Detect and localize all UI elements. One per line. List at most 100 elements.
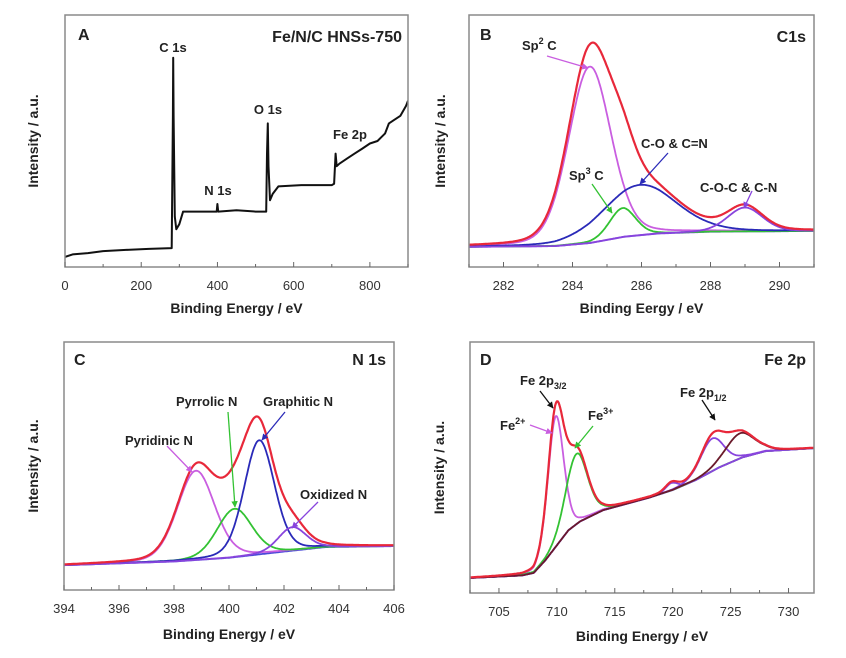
plot-area xyxy=(470,400,814,579)
panel-letter: C xyxy=(74,352,86,369)
plot-area xyxy=(469,41,814,248)
annotation-arrow xyxy=(743,190,753,209)
x-tick-label: 394 xyxy=(53,601,75,616)
y-axis-label: Intensity / a.u. xyxy=(25,94,41,187)
panel-d: 705 710 715 720 725 730 Binding Energy / eV Int… xyxy=(431,341,815,644)
group-label-sub: 3/2 xyxy=(554,381,567,391)
x-tick-label: 402 xyxy=(273,601,295,616)
x-tick-label: 404 xyxy=(328,601,350,616)
peak-label-pyrrolic-n-text: Pyrrolic N xyxy=(176,394,237,409)
x-tick-label: 705 xyxy=(488,604,510,619)
peak-label-pyridinic-n-text: Pyridinic N xyxy=(125,433,193,448)
x-tick-label: 288 xyxy=(700,278,722,293)
x-tick-label: 286 xyxy=(631,278,653,293)
component-line-fe3- xyxy=(470,447,814,579)
annotation-arrow xyxy=(166,445,193,473)
peak-label-sp2-c-sup: 2 xyxy=(539,36,544,46)
panel-title: N 1s xyxy=(352,352,386,369)
plot-frame xyxy=(63,341,395,591)
peak-label-sp3-c: Sp3 C xyxy=(569,166,604,183)
panel-letter: D xyxy=(480,352,492,369)
peak-label-graphitic-n: Graphitic N xyxy=(263,394,333,409)
peak-label-fe2--text: Fe xyxy=(500,418,515,433)
peak-label-fe2--sup: 2+ xyxy=(515,416,525,426)
x-tick-label: 0 xyxy=(61,278,68,293)
plot-area xyxy=(65,56,408,258)
peak-label-fe2-: Fe2+ xyxy=(500,416,525,433)
peak-annotation: C 1s xyxy=(159,40,186,55)
panel-c: 394 396 398 400 402 404 406 Binding Energy / eV… xyxy=(25,341,405,642)
x-tick-label: 600 xyxy=(283,278,305,293)
group-label: Fe 2p1/2 xyxy=(680,385,726,403)
annotation-arrow xyxy=(261,411,286,441)
peak-label-c-o-c-c-n-text: C-O-C & C-N xyxy=(700,180,777,195)
group-label-sub: 1/2 xyxy=(714,393,727,403)
peak-label-oxidized-n-text: Oxidized N xyxy=(300,487,367,502)
envelope-line xyxy=(470,400,814,579)
annotation-arrow xyxy=(539,390,554,409)
annotation-arrow xyxy=(546,55,589,70)
peak-label-c-o-c-n: C-O & C=N xyxy=(641,136,708,151)
panel-b: 282 284 286 288 290 Binding Eergy / eV Intensi… xyxy=(432,14,815,316)
peak-label-graphitic-n-text: Graphitic N xyxy=(263,394,333,409)
group-label: Fe 2p3/2 xyxy=(520,373,566,391)
x-tick-label: 400 xyxy=(218,601,240,616)
envelope-line xyxy=(469,41,814,246)
annotation-arrow xyxy=(591,183,613,214)
x-tick-label: 710 xyxy=(546,604,568,619)
x-tick-label: 400 xyxy=(207,278,229,293)
annotation-arrow xyxy=(291,501,319,529)
panel-title: C1s xyxy=(777,29,806,46)
peak-label-pyridinic-n: Pyridinic N xyxy=(125,433,193,448)
x-axis-label: Binding Energy / eV xyxy=(163,626,296,642)
panel-letter: B xyxy=(480,27,492,44)
component-line-c-o-c-c-n xyxy=(469,206,814,248)
component-line-sp2-c xyxy=(469,65,814,247)
peak-label-sp2-c-text: Sp xyxy=(522,38,539,53)
x-tick-label: 720 xyxy=(662,604,684,619)
x-axis-label: Binding Energy / eV xyxy=(576,628,709,644)
peak-label-fe3--sup: 3+ xyxy=(603,406,613,416)
x-axis-label: Binding Energy / eV xyxy=(170,300,303,316)
background-line xyxy=(470,447,814,579)
x-tick-label: 282 xyxy=(493,278,515,293)
annotation-arrow xyxy=(574,425,594,449)
x-tick-label: 800 xyxy=(359,278,381,293)
peak-annotation: N 1s xyxy=(204,183,231,198)
y-axis-label: Intensity / a.u. xyxy=(432,94,448,187)
component-line-peak-3 xyxy=(470,437,814,579)
panel-letter: A xyxy=(78,27,90,44)
panel-title: Fe 2p xyxy=(764,352,806,369)
x-tick-label: 398 xyxy=(163,601,185,616)
x-tick-label: 730 xyxy=(778,604,800,619)
component-line-pyridinic-n xyxy=(64,469,394,566)
peak-label-sp2-c: Sp2 C xyxy=(522,36,557,53)
x-tick-label: 200 xyxy=(130,278,152,293)
x-axis-label: Binding Eergy / eV xyxy=(580,300,704,316)
survey-spectrum-line xyxy=(65,56,408,258)
y-axis-label: Intensity / a.u. xyxy=(25,419,41,512)
peak-label-c-o-c-n-text: C-O & C=N xyxy=(641,136,708,151)
envelope-line xyxy=(64,415,394,566)
peak-label-oxidized-n: Oxidized N xyxy=(300,487,367,502)
plot-frame xyxy=(64,14,409,268)
component-line-c-o-c-n xyxy=(469,183,814,248)
component-line-peak-4 xyxy=(470,431,814,579)
peak-label-sp2-c-after: C xyxy=(544,38,558,53)
x-tick-label: 396 xyxy=(108,601,130,616)
x-tick-label: 290 xyxy=(769,278,791,293)
annotation-arrow xyxy=(529,424,553,435)
x-tick-label: 715 xyxy=(604,604,626,619)
group-label-text: Fe 2p xyxy=(520,373,554,388)
annotation-arrow xyxy=(639,152,669,185)
x-tick-label: 725 xyxy=(720,604,742,619)
group-label-text: Fe 2p xyxy=(680,385,714,400)
component-line-fe2- xyxy=(470,415,814,579)
panel-title: Fe/N/C HNSs-750 xyxy=(272,29,402,46)
plot-area xyxy=(64,415,394,567)
y-axis-label: Intensity / a.u. xyxy=(431,421,447,514)
peak-label-c-o-c-c-n: C-O-C & C-N xyxy=(700,180,777,195)
panel-a: 0 200 400 600 800 Binding Energy / eV Intensit… xyxy=(25,14,409,316)
peak-label-fe3-: Fe3+ xyxy=(588,406,613,423)
